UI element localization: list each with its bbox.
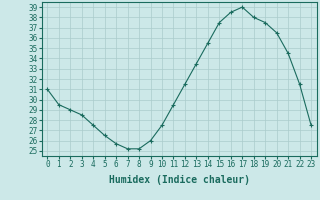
X-axis label: Humidex (Indice chaleur): Humidex (Indice chaleur) — [109, 175, 250, 185]
